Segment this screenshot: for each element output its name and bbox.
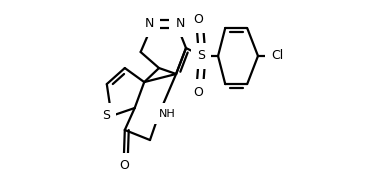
Text: Cl: Cl <box>271 50 283 62</box>
Text: O: O <box>119 159 129 172</box>
Text: N: N <box>175 17 185 30</box>
Text: O: O <box>194 14 203 26</box>
Text: S: S <box>102 109 110 122</box>
Text: NH: NH <box>159 109 176 119</box>
Text: O: O <box>194 86 203 99</box>
Text: S: S <box>197 50 205 62</box>
Text: N: N <box>144 17 154 30</box>
